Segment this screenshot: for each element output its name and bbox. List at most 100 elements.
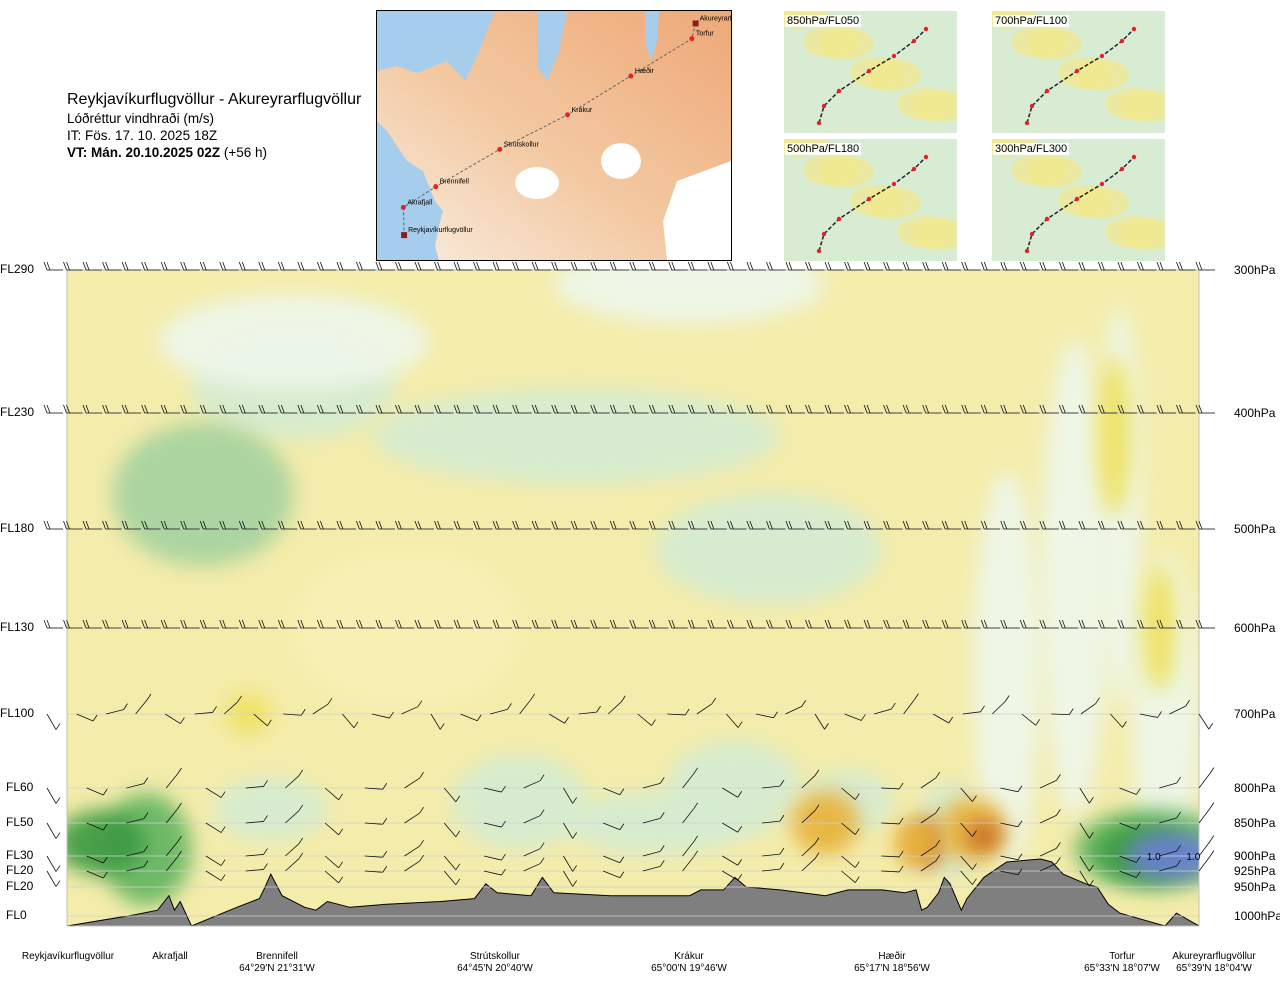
wind-barb — [629, 520, 649, 530]
wind-barb — [1019, 520, 1040, 530]
pressure-level-label: 1000hPa — [1234, 909, 1280, 923]
wind-barb — [785, 520, 805, 530]
wind-barb — [602, 787, 625, 796]
wind-barb — [883, 261, 903, 271]
wind-barb — [746, 404, 766, 414]
wind-barb — [801, 852, 820, 872]
wind-barb — [135, 693, 152, 715]
wind-barb — [761, 847, 785, 857]
wind-barb — [668, 619, 688, 629]
wind-barb — [46, 870, 61, 887]
route-map-label: Krákur — [572, 107, 593, 114]
wind-field-cell — [157, 293, 430, 390]
wind-barb — [219, 520, 239, 530]
level-map-700-label: 700hPa/FL100 — [993, 15, 1070, 27]
wind-barb — [121, 261, 142, 271]
wind-barb — [1058, 520, 1079, 530]
level-map-field — [1026, 28, 1082, 60]
wind-barb — [961, 261, 981, 271]
wind-barb — [375, 261, 395, 271]
wind-barb — [531, 404, 552, 414]
wind-barb — [844, 619, 864, 629]
wind-barb — [1000, 820, 1023, 828]
level-map-field — [1026, 156, 1082, 188]
wind-barb — [434, 520, 454, 530]
wind-barb — [453, 520, 474, 530]
wind-barbs — [43, 261, 1215, 887]
wind-barb — [336, 404, 356, 414]
wind-barb — [336, 619, 356, 629]
wind-barb — [364, 866, 388, 873]
wind-barb — [245, 863, 268, 872]
wind-barb — [1195, 619, 1215, 629]
flight-level-label: FL0 — [6, 908, 27, 922]
wind-barb — [746, 261, 766, 271]
wind-barb — [82, 404, 103, 414]
wind-barb — [1176, 619, 1196, 629]
level-map-300-label: 300hPa/FL300 — [993, 143, 1070, 155]
wind-barb — [1078, 619, 1098, 629]
wind-barb — [1119, 787, 1141, 795]
wind-barb — [1119, 855, 1141, 863]
wind-barb — [707, 520, 727, 530]
wind-barb — [1198, 767, 1215, 789]
wind-barb — [841, 822, 860, 835]
wind-barb — [642, 777, 665, 789]
wind-barb — [746, 520, 766, 530]
wind-barb — [602, 822, 625, 831]
wind-barb — [629, 404, 649, 414]
wind-barb — [648, 619, 669, 629]
wind-barb — [941, 404, 962, 414]
wind-field-cell — [214, 777, 328, 841]
wind-barb — [1039, 809, 1061, 824]
wind-barb — [682, 767, 699, 789]
wind-barb — [903, 693, 919, 715]
route-point-marker — [433, 184, 439, 190]
fjord-area-east — [645, 11, 659, 61]
wind-barb — [102, 404, 122, 414]
wind-barb — [180, 520, 200, 530]
wind-barb — [761, 779, 785, 789]
flight-level-label: FL230 — [0, 405, 35, 419]
wind-barb — [219, 404, 239, 414]
wind-barb — [453, 619, 474, 629]
route-map-label: Brennifell — [440, 179, 470, 186]
wind-barb — [1176, 404, 1196, 414]
route-point-name: Krákur — [674, 951, 704, 962]
wind-barb — [165, 802, 182, 824]
wind-barb — [82, 619, 103, 629]
wind-barb — [1079, 787, 1094, 804]
wind-barb — [1195, 404, 1215, 414]
wind-barb — [590, 619, 610, 629]
wind-barb — [961, 404, 981, 414]
wind-barb — [245, 780, 268, 789]
level-map-700: 700hPa/FL100 — [992, 11, 1165, 133]
wind-barb — [642, 860, 665, 872]
wind-barb — [523, 857, 545, 872]
wind-barb — [960, 870, 977, 885]
wind-barb — [980, 520, 1001, 530]
level-map-field — [912, 90, 957, 122]
wind-barb — [707, 404, 727, 414]
wind-barb — [824, 404, 845, 414]
route-point-name: Akrafjall — [152, 951, 188, 962]
wind-barb — [1198, 850, 1215, 872]
wind-barb — [164, 713, 185, 724]
wind-barb — [180, 261, 200, 271]
wind-barb — [1156, 261, 1176, 271]
wind-barb — [483, 785, 506, 793]
wind-barb — [1195, 261, 1215, 271]
wind-barb — [76, 713, 98, 722]
wind-barb — [687, 619, 708, 629]
wind-barb — [371, 711, 394, 719]
wind-barb — [805, 404, 825, 414]
wind-barb — [1198, 835, 1215, 857]
wind-barb — [1198, 713, 1214, 730]
wind-barb — [902, 261, 923, 271]
wind-barb — [141, 619, 161, 629]
wind-barb — [1117, 520, 1137, 530]
flight-level-label: FL290 — [0, 262, 35, 276]
wind-barb — [86, 822, 108, 831]
wind-barb — [82, 261, 103, 271]
wind-barb — [805, 619, 825, 629]
